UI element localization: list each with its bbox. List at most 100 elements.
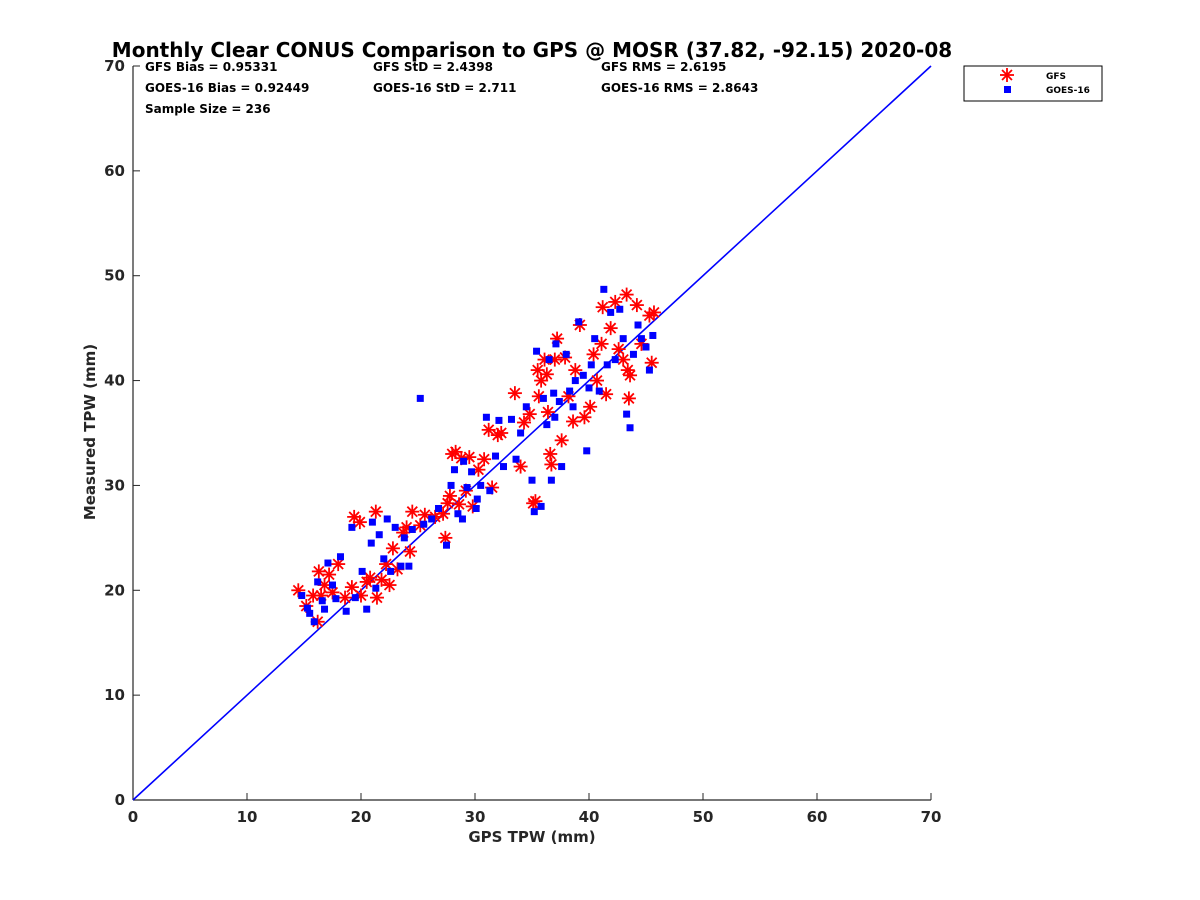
- goes-point: [603, 361, 611, 369]
- gfs-point: [306, 588, 321, 603]
- goes-point: [645, 366, 653, 374]
- gfs-point: [586, 347, 601, 362]
- x-tick-label: 0: [128, 808, 138, 826]
- goes-point: [435, 504, 443, 512]
- goes-point: [329, 581, 336, 589]
- goes-point: [303, 604, 311, 612]
- x-tick-label: 60: [807, 808, 828, 826]
- goes-point: [391, 523, 399, 531]
- gfs-point: [623, 368, 638, 383]
- goes-point: [583, 447, 591, 455]
- legend-gfs-asterisk: [1000, 68, 1014, 82]
- gfs-point: [603, 321, 618, 336]
- goes-point: [408, 525, 416, 533]
- goes-series: [298, 285, 657, 626]
- goes-point: [460, 457, 468, 465]
- goes-point: [626, 424, 634, 432]
- gfs-point: [566, 414, 581, 429]
- x-axis-label: GPS TPW (mm): [468, 828, 595, 846]
- goes-point: [530, 508, 538, 516]
- gfs-point: [539, 367, 554, 382]
- goes-point: [454, 510, 462, 518]
- goes-point: [400, 534, 408, 542]
- legend-gfs-label: GFS: [1046, 72, 1066, 82]
- gfs-point: [629, 298, 644, 313]
- goes-point: [383, 515, 391, 523]
- gfs-point: [608, 294, 623, 309]
- gfs-point: [438, 530, 453, 545]
- gfs-point: [513, 459, 528, 474]
- goes-point: [629, 350, 637, 358]
- goes-point: [348, 523, 356, 531]
- goes-point: [616, 305, 624, 313]
- legend: GFS GOES-16: [963, 65, 1103, 102]
- y-tick-label: 30: [104, 476, 125, 494]
- goes-point: [495, 416, 503, 424]
- goes-rms-text: GOES-16 RMS = 2.8643: [601, 81, 758, 95]
- legend-goes-marker: [1004, 86, 1011, 93]
- goes-point: [450, 466, 458, 474]
- x-tick-label: 40: [579, 808, 600, 826]
- gfs-point: [311, 564, 326, 579]
- y-axis-label: Measured TPW (mm): [81, 344, 99, 520]
- y-tick-label: 20: [104, 581, 125, 599]
- goes-point: [512, 455, 520, 463]
- goes-point: [468, 468, 476, 476]
- gfs-point: [363, 570, 378, 585]
- y-tick-label: 60: [104, 162, 125, 180]
- goes-point: [547, 476, 555, 484]
- goes-point: [368, 518, 376, 526]
- goes-point: [595, 387, 603, 395]
- gfs-point: [344, 580, 359, 595]
- goes-point: [318, 597, 326, 605]
- gfs-point: [354, 588, 368, 603]
- gfs-point: [621, 391, 636, 406]
- goes-point: [447, 481, 455, 489]
- goes-point: [380, 555, 388, 563]
- gfs-point: [403, 544, 418, 559]
- goes-point: [342, 607, 350, 615]
- goes-point: [500, 463, 507, 471]
- x-tick-label: 30: [465, 808, 486, 826]
- goes-point: [314, 578, 322, 586]
- goes-point: [463, 484, 471, 492]
- goes-point: [591, 335, 599, 343]
- goes-point: [363, 605, 371, 613]
- goes-std-text: GOES-16 StD = 2.711: [373, 81, 516, 95]
- goes-point: [482, 413, 490, 421]
- gfs-point: [405, 504, 420, 519]
- gfs-bias-text: GFS Bias = 0.95331: [145, 60, 277, 74]
- gfs-point: [507, 386, 522, 401]
- gfs-point: [595, 300, 610, 315]
- goes-point: [443, 541, 450, 549]
- axis-ticks: 0 10 20 30 40 50 60 70 0 10 20 30 40 50 60 70: [104, 57, 941, 826]
- goes-point: [310, 618, 318, 626]
- x-tick-label: 50: [693, 808, 714, 826]
- goes-point: [458, 515, 466, 523]
- y-tick-label: 0: [115, 791, 125, 809]
- goes-point: [619, 335, 627, 343]
- goes-point: [517, 429, 525, 437]
- goes-point: [324, 559, 332, 567]
- goes-point: [486, 487, 494, 495]
- goes-point: [550, 389, 558, 397]
- goes-point: [571, 377, 579, 385]
- goes-point: [367, 539, 375, 547]
- legend-goes-label: GOES-16: [1046, 86, 1090, 96]
- goes-point: [533, 347, 541, 355]
- goes-point: [358, 567, 366, 575]
- gfs-point: [494, 426, 509, 440]
- goes-point: [472, 504, 480, 512]
- goes-point: [306, 609, 314, 617]
- plot-area: [132, 66, 931, 801]
- gfs-point: [369, 590, 384, 605]
- goes-point: [428, 515, 436, 523]
- goes-bias-text: GOES-16 Bias = 0.92449: [145, 81, 309, 95]
- goes-point: [537, 502, 545, 510]
- gfs-point: [368, 504, 383, 519]
- gfs-point: [619, 287, 634, 302]
- sample-size-text: Sample Size = 236: [145, 102, 271, 116]
- goes-point: [416, 394, 424, 402]
- gfs-point: [436, 506, 451, 521]
